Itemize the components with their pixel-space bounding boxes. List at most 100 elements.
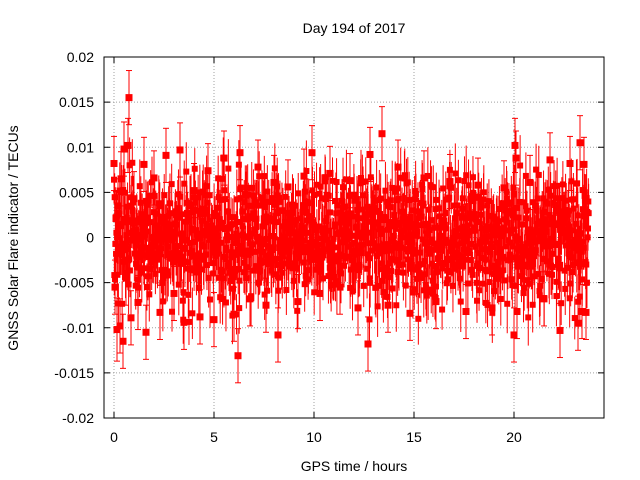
- data-point: [492, 268, 499, 275]
- data-point: [501, 277, 508, 284]
- data-point: [382, 187, 389, 194]
- data-point: [346, 177, 354, 185]
- data-point: [476, 264, 483, 271]
- data-point: [278, 263, 285, 270]
- y-tick-label: -0.02: [62, 410, 94, 426]
- data-point: [162, 151, 170, 159]
- data-point: [122, 219, 129, 226]
- data-point: [394, 185, 401, 192]
- data-point: [113, 326, 121, 334]
- data-point: [169, 308, 176, 315]
- data-point: [274, 261, 281, 268]
- data-point: [311, 191, 318, 198]
- data-point: [503, 195, 510, 202]
- data-point: [508, 276, 515, 283]
- data-point: [556, 209, 563, 216]
- data-point: [432, 206, 439, 213]
- data-point: [124, 203, 131, 210]
- data-point: [538, 232, 545, 239]
- data-point: [392, 188, 399, 195]
- data-point: [460, 223, 467, 230]
- data-point: [271, 165, 278, 172]
- data-point: [262, 301, 270, 309]
- data-point: [448, 184, 455, 191]
- data-point: [585, 210, 592, 217]
- data-point: [254, 163, 262, 171]
- y-tick-label: 0.005: [59, 184, 94, 200]
- data-point: [150, 174, 158, 182]
- data-point: [446, 178, 454, 186]
- data-point: [165, 272, 172, 279]
- data-point: [546, 156, 554, 164]
- data-point: [543, 258, 550, 265]
- data-point: [525, 280, 532, 287]
- data-point: [571, 315, 578, 322]
- data-point: [118, 252, 125, 259]
- data-point: [313, 252, 320, 259]
- data-point: [244, 264, 250, 271]
- data-point: [152, 210, 159, 217]
- data-point: [464, 222, 471, 229]
- data-point: [261, 291, 268, 298]
- data-point: [184, 259, 191, 266]
- data-point: [292, 250, 299, 257]
- data-point: [423, 284, 430, 291]
- data-point: [449, 282, 456, 289]
- data-point: [355, 201, 362, 208]
- data-point: [337, 209, 344, 216]
- data-point: [337, 270, 344, 277]
- data-point: [566, 223, 573, 230]
- data-point: [154, 222, 161, 229]
- data-point: [520, 290, 527, 297]
- data-point: [302, 188, 309, 195]
- data-point: [479, 246, 486, 253]
- data-point: [409, 239, 416, 246]
- data-point: [164, 243, 171, 250]
- data-point: [227, 277, 234, 284]
- data-point: [352, 263, 359, 270]
- data-point: [426, 226, 433, 233]
- data-point: [333, 179, 340, 186]
- data-point: [143, 284, 150, 291]
- data-point: [520, 199, 527, 206]
- data-point: [211, 209, 218, 216]
- data-point: [407, 265, 414, 272]
- data-point: [553, 240, 560, 247]
- data-point: [544, 200, 551, 207]
- data-point: [302, 248, 309, 255]
- y-tick-label: 0: [86, 230, 94, 246]
- data-point: [116, 322, 124, 330]
- data-point: [293, 241, 300, 248]
- data-point: [284, 248, 291, 255]
- data-point: [558, 229, 565, 236]
- data-point: [288, 218, 295, 225]
- data-point: [394, 258, 401, 265]
- data-point: [462, 308, 470, 316]
- data-point: [413, 232, 420, 239]
- data-point: [497, 295, 504, 302]
- data-point: [190, 253, 197, 260]
- data-point: [256, 173, 263, 180]
- data-point: [359, 234, 366, 241]
- data-point: [200, 188, 207, 195]
- data-point: [230, 310, 238, 318]
- data-point: [378, 230, 385, 237]
- data-point: [568, 238, 575, 245]
- data-point: [270, 178, 278, 186]
- data-point: [370, 197, 377, 204]
- data-point: [508, 207, 515, 214]
- data-point: [535, 271, 542, 278]
- data-point: [499, 200, 506, 207]
- data-point: [275, 274, 282, 281]
- data-point: [504, 200, 511, 207]
- data-point: [453, 241, 460, 248]
- data-point: [126, 256, 133, 263]
- data-point: [409, 207, 416, 214]
- y-axis-label: GNSS Solar Flare indicator / TECUs: [5, 125, 21, 350]
- data-point: [427, 217, 434, 224]
- data-point: [112, 215, 120, 223]
- data-point: [313, 181, 320, 188]
- data-point: [367, 279, 374, 286]
- data-point: [401, 227, 408, 234]
